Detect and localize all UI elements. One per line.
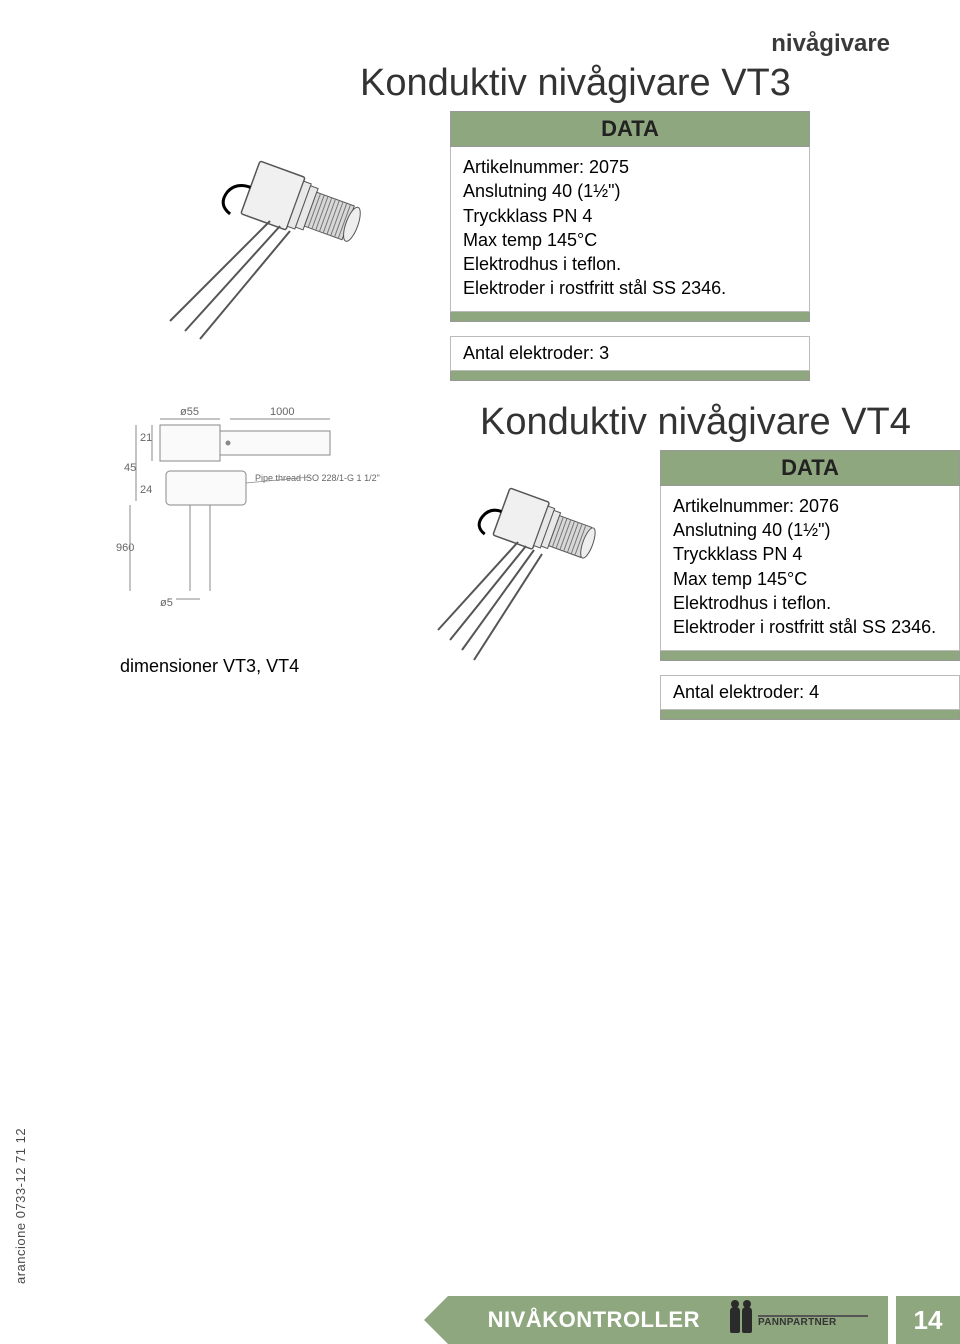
svg-text:960: 960 [116, 542, 134, 554]
footer: NIVÅKONTROLLER PANNPARTNER 14 [0, 1296, 960, 1344]
product2-row: ø55 1000 21 45 24 Pipe thread ISO 228/1-… [80, 401, 900, 720]
product1-title: Konduktiv nivågivare VT3 [360, 62, 900, 105]
dimension-caption: dimensioner VT3, VT4 [120, 656, 400, 677]
svg-text:ø55: ø55 [180, 406, 199, 418]
product1-data-header: DATA [450, 111, 810, 147]
product2-title: Konduktiv nivågivare VT4 [480, 401, 960, 444]
dimension-block: ø55 1000 21 45 24 Pipe thread ISO 228/1-… [80, 401, 400, 677]
p2-line6: Elektroder i rostfritt stål SS 2346. [673, 615, 947, 639]
logo-text-block: PANNPARTNER [758, 1313, 868, 1328]
p2-electrode-footer-bar [660, 710, 960, 720]
p2-line5: Elektrodhus i teflon. [673, 591, 947, 615]
p1-line4: Max temp 145°C [463, 228, 797, 252]
svg-text:24: 24 [140, 484, 152, 496]
p1-line3: Tryckklass PN 4 [463, 204, 797, 228]
svg-text:21: 21 [140, 432, 152, 444]
p2-footer-bar [660, 651, 960, 661]
p2-line1: Artikelnummer: 2076 [673, 494, 947, 518]
product1-row: DATA Artikelnummer: 2075 Anslutning 40 (… [80, 111, 900, 381]
p2-electrode-count: Antal elektroder: 4 [660, 675, 960, 710]
footer-section-bar: NIVÅKONTROLLER PANNPARTNER [448, 1296, 888, 1344]
footer-company: PANNPARTNER [758, 1317, 868, 1328]
svg-text:45: 45 [124, 462, 136, 474]
p1-electrode-footer-bar [450, 371, 810, 381]
p1-electrode-count: Antal elektroder: 3 [450, 336, 810, 371]
product1-data-body: Artikelnummer: 2075 Anslutning 40 (1½") … [450, 147, 810, 312]
p1-footer-bar [450, 312, 810, 322]
sidebar-credit: arancione 0733-12 71 12 [13, 1128, 28, 1284]
footer-logo: PANNPARTNER [730, 1307, 868, 1333]
product2-data-header: DATA [660, 450, 960, 486]
product1-data-box: DATA Artikelnummer: 2075 Anslutning 40 (… [450, 111, 810, 381]
dimension-drawing: ø55 1000 21 45 24 Pipe thread ISO 228/1-… [80, 401, 400, 641]
p2-line4: Max temp 145°C [673, 567, 947, 591]
svg-text:Pipe thread ISO 228/1-G 1 1/2": Pipe thread ISO 228/1-G 1 1/2" [255, 473, 380, 483]
page: nivågivare Konduktiv nivågivare VT3 [0, 0, 960, 1344]
p1-line5: Elektrodhus i teflon. [463, 252, 797, 276]
product2-block: Konduktiv nivågivare VT4 [430, 401, 960, 720]
vt4-illustration [430, 460, 660, 670]
footer-section-title: NIVÅKONTROLLER [488, 1307, 700, 1333]
page-number: 14 [914, 1305, 943, 1336]
vt3-illustration [150, 121, 430, 341]
page-number-box: 14 [896, 1296, 960, 1344]
logo-figurines-icon [730, 1307, 752, 1333]
footer-spacer [0, 1296, 448, 1344]
product2-data-body: Artikelnummer: 2076 Anslutning 40 (1½") … [660, 486, 960, 651]
p1-line6: Elektroder i rostfritt stål SS 2346. [463, 276, 797, 300]
product2-data-box: DATA Artikelnummer: 2076 Anslutning 40 (… [660, 450, 960, 720]
svg-text:1000: 1000 [270, 406, 294, 418]
category-label: nivågivare [80, 30, 890, 58]
svg-text:ø5: ø5 [160, 597, 173, 609]
p1-line2: Anslutning 40 (1½") [463, 179, 797, 203]
p1-line1: Artikelnummer: 2075 [463, 155, 797, 179]
p2-line3: Tryckklass PN 4 [673, 542, 947, 566]
p2-line2: Anslutning 40 (1½") [673, 518, 947, 542]
